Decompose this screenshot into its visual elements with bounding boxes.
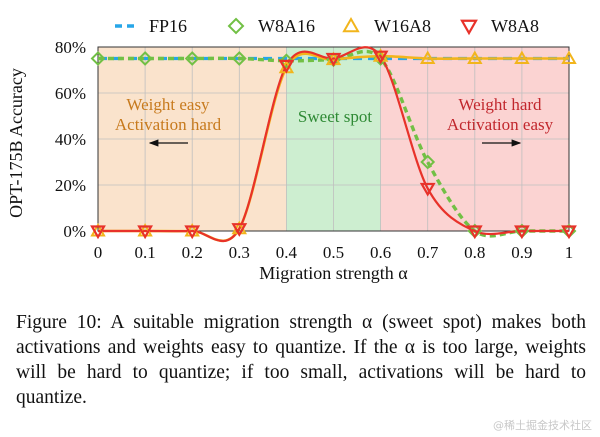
- series-w8a16-marker-2: [184, 51, 200, 66]
- series-w8a8-marker-2: [184, 225, 201, 240]
- series-w8a8-marker-5: [325, 52, 342, 67]
- series-w8a8-marker-9: [514, 225, 530, 240]
- series-w8a16-marker-4: [278, 53, 294, 69]
- region-0-label-0: Weight easy: [126, 95, 210, 114]
- series-w8a8-marker-6: [372, 50, 389, 65]
- series-w8a8-marker-0: [90, 225, 106, 240]
- x-tick-label-10: 1: [565, 243, 574, 262]
- x-axis-title: Migration strength α: [259, 263, 408, 283]
- region-2-label-1: Activation easy: [447, 115, 554, 134]
- watermark: @稀土掘金技术社区: [493, 419, 592, 432]
- region-0-label-1: Activation hard: [115, 115, 222, 134]
- series-w8a16-marker-3: [231, 51, 247, 66]
- x-tick-label-8: 0.8: [464, 243, 485, 262]
- legend-fp16-label: FP16: [149, 16, 187, 36]
- series-w16a8-marker-9: [514, 50, 530, 64]
- series-w8a8-marker-4: [278, 59, 295, 74]
- x-tick-label-3: 0.3: [229, 243, 250, 262]
- x-tick-label-9: 0.9: [511, 243, 532, 262]
- series-w8a8-marker-10: [561, 225, 577, 240]
- y-tick-label-1: 20%: [55, 176, 86, 195]
- x-tick-label-0: 0: [94, 243, 103, 262]
- series-w8a8-marker-1: [137, 225, 153, 240]
- series-w16a8-marker-8: [467, 50, 483, 64]
- y-tick-label-3: 60%: [55, 84, 86, 103]
- region-1-label-0: Sweet spot: [298, 107, 372, 126]
- series-w8a8-marker-7: [419, 182, 436, 197]
- figure-caption: Figure 10: A suitable migration strength…: [16, 312, 586, 408]
- legend-w8a16-symbol: [227, 17, 245, 35]
- legend-w8a16-label: W8A16: [258, 16, 315, 36]
- legend-w16a8-symbol: [342, 16, 360, 33]
- x-tick-label-2: 0.2: [182, 243, 203, 262]
- series-w8a16-marker-1: [137, 51, 153, 66]
- x-tick-label-5: 0.5: [323, 243, 344, 262]
- series-w8a8-marker-8: [466, 225, 483, 240]
- series-w8a8-line: [98, 46, 569, 243]
- legend-w8a8-label: W8A8: [491, 16, 539, 36]
- x-tick-label-4: 0.4: [276, 243, 298, 262]
- series-w16a8-marker-10: [561, 50, 577, 64]
- x-tick-label-6: 0.6: [370, 243, 391, 262]
- series-w16a8-marker-7: [419, 50, 436, 64]
- x-tick-label-1: 0.1: [134, 243, 155, 262]
- y-tick-label-2: 40%: [55, 130, 86, 149]
- legend-w8a8-symbol: [460, 19, 478, 36]
- x-tick-label-7: 0.7: [417, 243, 439, 262]
- series-w8a16-marker-7: [420, 154, 436, 170]
- y-axis-title: OPT-175B Accuracy: [6, 68, 26, 218]
- plot-frame: [97, 46, 570, 232]
- region-2-label-0: Weight hard: [458, 95, 542, 114]
- series-w8a8-marker-3: [231, 223, 248, 237]
- y-tick-label-0: 0%: [63, 222, 86, 241]
- legend-w16a8-label: W16A8: [374, 16, 431, 36]
- series-w8a16-marker-0: [90, 51, 106, 66]
- y-tick-label-4: 80%: [55, 38, 86, 57]
